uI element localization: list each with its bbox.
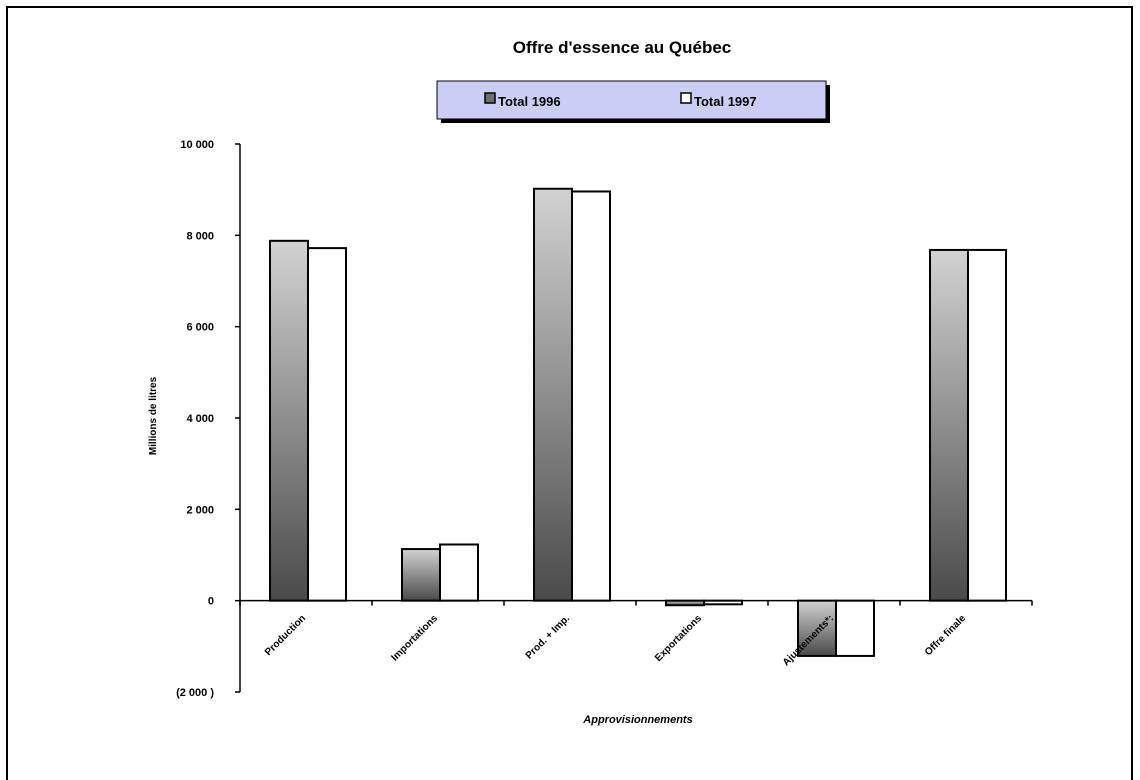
x-tick-label: Offre finale [923,613,968,658]
bar-1996 [269,239,309,602]
legend-box [436,80,827,120]
legend-swatch-1996 [484,92,496,104]
y-tick-label: 6 000 [186,322,214,334]
bar-1997 [571,190,611,602]
legend: Total 1996 Total 1997 [436,80,830,123]
chart-title: Offre d'essence au Québec [513,38,732,57]
x-tick-label: Importations [390,613,441,664]
bars [269,187,1007,657]
bar-1996 [533,187,573,602]
bar-1997 [835,599,875,657]
bar-1997 [307,247,347,602]
y-tick-label: 8 000 [186,230,214,242]
x-axis: Production Importations Prod. + Imp. Export… [239,599,1033,668]
bar-1997 [967,248,1007,602]
x-tick-label: Exportations [653,613,704,664]
y-tick-label: (2 000 ) [176,687,214,699]
y-axis-title: Millions de litres [148,376,159,455]
bar-1996 [929,248,969,602]
y-tick-label: 0 [208,596,214,608]
y-tick-label: 4 000 [186,413,214,425]
y-tick-label: 2 000 [186,504,214,516]
legend-label-1996: Total 1996 [498,94,561,109]
legend-label-1997: Total 1997 [694,94,757,109]
y-tick-label: 10 000 [180,139,214,151]
bar-1997 [439,543,479,602]
x-axis-title: Approvisionnements [582,714,692,726]
legend-swatch-1997 [680,92,692,104]
y-axis: (2 000 ) 0 2 000 4 000 6 000 8 000 10 000 [176,139,241,699]
bar-1996 [401,548,441,602]
x-tick-label: Production [263,613,308,658]
x-tick-label: Prod. + Imp. [524,613,573,662]
